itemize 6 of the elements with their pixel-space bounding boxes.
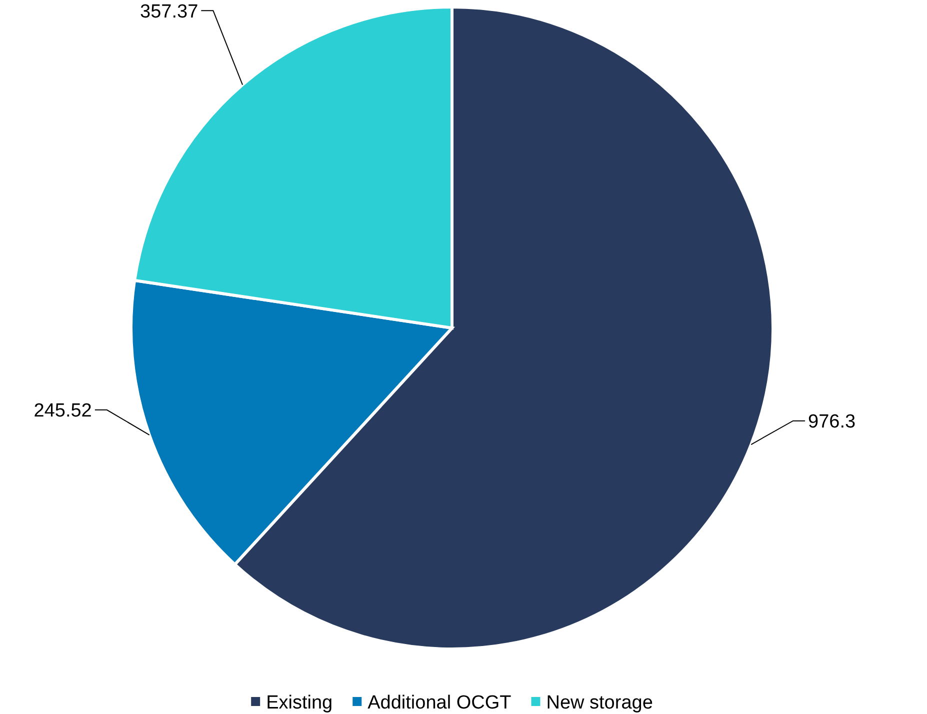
legend-label: Existing [266, 692, 333, 714]
data-label: 976.3 [808, 411, 856, 432]
data-label: 357.37 [140, 1, 198, 22]
legend-label: Additional OCGT [368, 692, 512, 714]
legend-label: New storage [546, 692, 653, 714]
data-label: 245.52 [34, 400, 92, 422]
